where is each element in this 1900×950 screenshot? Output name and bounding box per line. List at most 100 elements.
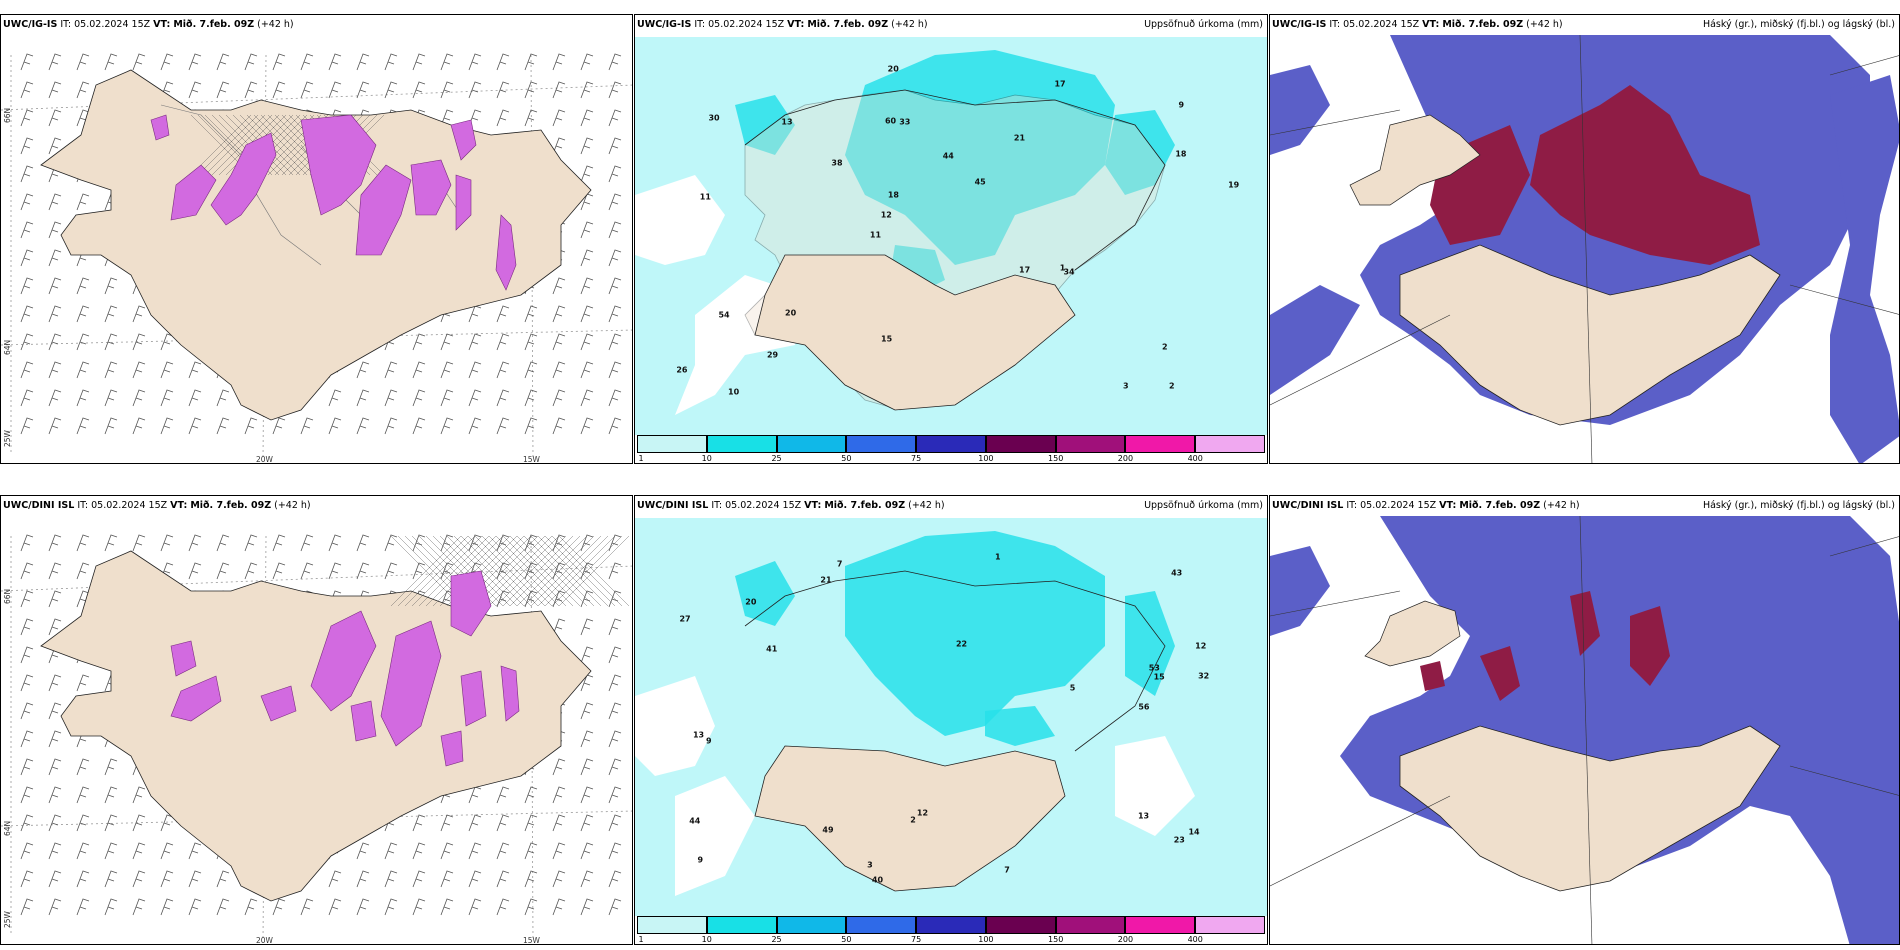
wind-barb bbox=[552, 814, 566, 832]
wind-barb bbox=[580, 562, 594, 580]
wind-barb bbox=[384, 417, 398, 435]
wind-barb bbox=[608, 758, 622, 776]
wind-barb bbox=[552, 758, 566, 776]
wind-barb bbox=[104, 361, 118, 379]
wind-barb bbox=[160, 898, 174, 916]
precip-value: 7 bbox=[1004, 865, 1010, 875]
colorbar-label: 50 bbox=[841, 454, 852, 463]
panel-ig-precip: UWC/IG-IS IT: 05.02.2024 15Z VT: Mið. 7.… bbox=[634, 14, 1268, 464]
wind-barb bbox=[580, 109, 594, 127]
wind-barb bbox=[440, 870, 454, 888]
wind-barb bbox=[216, 81, 230, 99]
precip-value: 19 bbox=[1228, 180, 1240, 190]
wind-barb bbox=[580, 81, 594, 99]
wind-barb bbox=[580, 249, 594, 267]
wind-barb bbox=[272, 417, 286, 435]
precip-value: 43 bbox=[1171, 568, 1183, 578]
wind-barb bbox=[608, 333, 622, 351]
lat-label-25w: 25W bbox=[3, 911, 12, 928]
wind-barb bbox=[20, 137, 34, 155]
wind-barb bbox=[468, 389, 482, 407]
colorbar-label: 200 bbox=[1117, 935, 1134, 944]
wind-barb bbox=[356, 534, 370, 552]
wind-barb bbox=[328, 562, 342, 580]
wind-barb bbox=[440, 333, 454, 351]
precip-value: 1 bbox=[1059, 263, 1066, 272]
wind-barb bbox=[524, 333, 538, 351]
wind-barb bbox=[48, 81, 62, 99]
wind-barb bbox=[104, 333, 118, 351]
precip-value: 49 bbox=[822, 825, 834, 835]
wind-barb bbox=[524, 53, 538, 71]
hatch-line bbox=[481, 535, 553, 607]
wind-barb bbox=[580, 758, 594, 776]
precip-value: 38 bbox=[831, 158, 843, 168]
wind-barb bbox=[552, 842, 566, 860]
wind-barb bbox=[328, 534, 342, 552]
wind-barb bbox=[412, 361, 426, 379]
wind-barb bbox=[328, 389, 342, 407]
panel-right-title: Uppsöfnuð úrkoma (mm) bbox=[1144, 500, 1263, 511]
wind-barb bbox=[356, 53, 370, 71]
precip-value: 7 bbox=[836, 559, 843, 569]
wind-barb bbox=[244, 898, 258, 916]
wind-barb bbox=[496, 361, 510, 379]
wind-barb bbox=[384, 842, 398, 860]
colorbar-label: 200 bbox=[1117, 454, 1134, 463]
precip-blobs bbox=[170, 570, 520, 767]
hatch-line bbox=[474, 535, 546, 607]
wind-barb bbox=[76, 53, 90, 71]
panel-title: UWC/IG-IS IT: 05.02.2024 15Z VT: Mið. 7.… bbox=[637, 19, 928, 30]
wind-barb bbox=[468, 417, 482, 435]
wind-barb bbox=[496, 53, 510, 71]
wind-barb bbox=[244, 417, 258, 435]
wind-barb bbox=[496, 786, 510, 804]
iceland-land bbox=[40, 550, 592, 902]
wind-barb bbox=[76, 786, 90, 804]
panel-dini-precip: UWC/DINI ISL IT: 05.02.2024 15Z VT: Mið.… bbox=[634, 495, 1268, 945]
wind-barb bbox=[20, 646, 34, 664]
wind-barb bbox=[384, 81, 398, 99]
precip-value: 11 bbox=[869, 230, 882, 240]
wind-barb bbox=[412, 534, 426, 552]
cloud-map bbox=[1270, 34, 1899, 463]
wind-barb bbox=[356, 361, 370, 379]
wind-barb bbox=[20, 702, 34, 720]
wind-barb bbox=[608, 534, 622, 552]
wind-barb bbox=[580, 165, 594, 183]
wind-barb bbox=[272, 53, 286, 71]
colorbar-label: 25 bbox=[771, 935, 782, 944]
colorbar-segment bbox=[846, 435, 917, 453]
colorbar-segment bbox=[916, 916, 986, 934]
wind-barb bbox=[20, 193, 34, 211]
wind-barb bbox=[76, 333, 90, 351]
wind-barb bbox=[496, 81, 510, 99]
wind-barb bbox=[300, 898, 314, 916]
wind-barb bbox=[608, 305, 622, 323]
wind-barb bbox=[524, 842, 538, 860]
wind-barb bbox=[552, 137, 566, 155]
wind-barb bbox=[20, 730, 34, 748]
wind-barb bbox=[20, 562, 34, 580]
wind-barb bbox=[356, 417, 370, 435]
colorbar-segment bbox=[776, 435, 847, 453]
wind-barb bbox=[440, 361, 454, 379]
precip-value: 22 bbox=[955, 639, 968, 649]
wind-barb bbox=[76, 870, 90, 888]
wind-barb bbox=[440, 842, 454, 860]
wind-barb bbox=[48, 702, 62, 720]
wind-barb bbox=[468, 81, 482, 99]
wind-barb bbox=[188, 870, 202, 888]
precip-value: 21 bbox=[1013, 133, 1026, 143]
wind-barb bbox=[188, 81, 202, 99]
wind-barb bbox=[160, 389, 174, 407]
wind-barb bbox=[48, 389, 62, 407]
wind-barb bbox=[76, 590, 90, 608]
wind-barb bbox=[272, 562, 286, 580]
panel-title: UWC/DINI ISL IT: 05.02.2024 15Z VT: Mið.… bbox=[3, 500, 311, 511]
wind-barb bbox=[76, 534, 90, 552]
wind-barb bbox=[104, 814, 118, 832]
precip-value: 26 bbox=[676, 365, 688, 375]
wind-barb bbox=[580, 221, 594, 239]
wind-barb bbox=[552, 786, 566, 804]
